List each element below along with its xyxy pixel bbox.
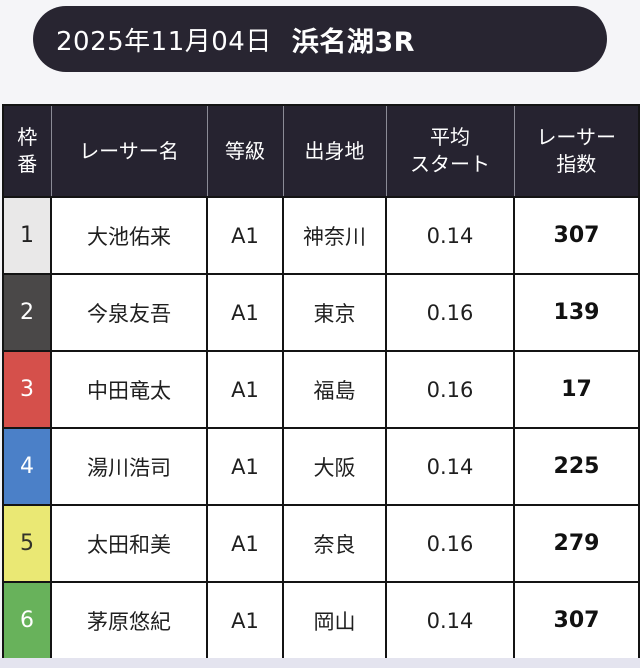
grade-cell: A1: [206, 427, 284, 506]
avg-start-cell: 0.16: [385, 350, 515, 429]
birthplace-cell: 岡山: [282, 581, 387, 660]
grade-cell: A1: [206, 350, 284, 429]
race-date: 2025年11月04日: [56, 26, 272, 57]
frame-cell: 2: [2, 273, 52, 352]
avg-start-cell: 0.14: [385, 196, 515, 275]
birthplace-cell: 東京: [282, 273, 387, 352]
table-row: 3 中田竜太 A1 福島 0.16 17: [2, 350, 640, 429]
avg-start-cell: 0.16: [385, 504, 515, 583]
column-header-avg-start: 平均 スタート: [386, 105, 515, 198]
avg-start-cell: 0.14: [385, 581, 515, 660]
avg-start-cell: 0.16: [385, 273, 515, 352]
racer-table: 枠 番 レーサー名 等級 出身地 平均 スタート レーサー 指数 1 大池佑来: [2, 104, 640, 660]
column-header-avg-start-line2: スタート: [410, 152, 490, 176]
racer-name-cell: 湯川浩司: [50, 427, 208, 506]
frame-cell: 4: [2, 427, 52, 506]
racer-name-cell: 太田和美: [50, 504, 208, 583]
frame-cell: 6: [2, 581, 52, 660]
table-row: 6 茅原悠紀 A1 岡山 0.14 307: [2, 581, 640, 660]
bottom-margin: [0, 658, 640, 668]
column-header-birthplace: 出身地: [283, 105, 387, 198]
birthplace-cell: 福島: [282, 350, 387, 429]
racer-index-cell: 307: [513, 581, 640, 660]
table-row: 5 太田和美 A1 奈良 0.16 279: [2, 504, 640, 583]
racer-index-cell: 279: [513, 504, 640, 583]
column-header-avg-start-line1: 平均: [430, 125, 470, 149]
column-header-racer-index: レーサー 指数: [514, 105, 639, 198]
racer-index-cell: 139: [513, 273, 640, 352]
table-row: 4 湯川浩司 A1 大阪 0.14 225: [2, 427, 640, 506]
birthplace-cell: 神奈川: [282, 196, 387, 275]
column-header-frame-line2: 番: [17, 152, 38, 176]
table-row: 1 大池佑来 A1 神奈川 0.14 307: [2, 196, 640, 275]
table-header: 枠 番 レーサー名 等級 出身地 平均 スタート レーサー 指数: [3, 105, 639, 198]
race-title: 浜名湖3R: [291, 26, 415, 58]
birthplace-cell: 奈良: [282, 504, 387, 583]
grade-cell: A1: [206, 504, 284, 583]
avg-start-cell: 0.14: [385, 427, 515, 506]
racer-index-cell: 225: [513, 427, 640, 506]
header-row: 枠 番 レーサー名 等級 出身地 平均 スタート レーサー 指数: [3, 105, 639, 198]
grade-cell: A1: [206, 581, 284, 660]
racer-name-cell: 大池佑来: [50, 196, 208, 275]
table-row: 2 今泉友吾 A1 東京 0.16 139: [2, 273, 640, 352]
racer-name-cell: 今泉友吾: [50, 273, 208, 352]
race-banner: 2025年11月04日 浜名湖3R: [33, 6, 607, 72]
frame-cell: 3: [2, 350, 52, 429]
racer-index-cell: 307: [513, 196, 640, 275]
column-header-racer-name: レーサー名: [51, 105, 208, 198]
birthplace-cell: 大阪: [282, 427, 387, 506]
racer-name-cell: 中田竜太: [50, 350, 208, 429]
racer-name-cell: 茅原悠紀: [50, 581, 208, 660]
grade-cell: A1: [206, 273, 284, 352]
grade-cell: A1: [206, 196, 284, 275]
column-header-frame: 枠 番: [3, 105, 52, 198]
column-header-racer-index-line1: レーサー: [536, 125, 617, 149]
column-header-grade: 等級: [207, 105, 284, 198]
table-body: 1 大池佑来 A1 神奈川 0.14 307 2 今泉友吾 A1 東京 0.16…: [2, 196, 640, 660]
racer-index-cell: 17: [513, 350, 640, 429]
column-header-racer-index-line2: 指数: [556, 152, 597, 176]
frame-cell: 1: [2, 196, 52, 275]
frame-cell: 5: [2, 504, 52, 583]
column-header-frame-line1: 枠: [17, 125, 38, 149]
